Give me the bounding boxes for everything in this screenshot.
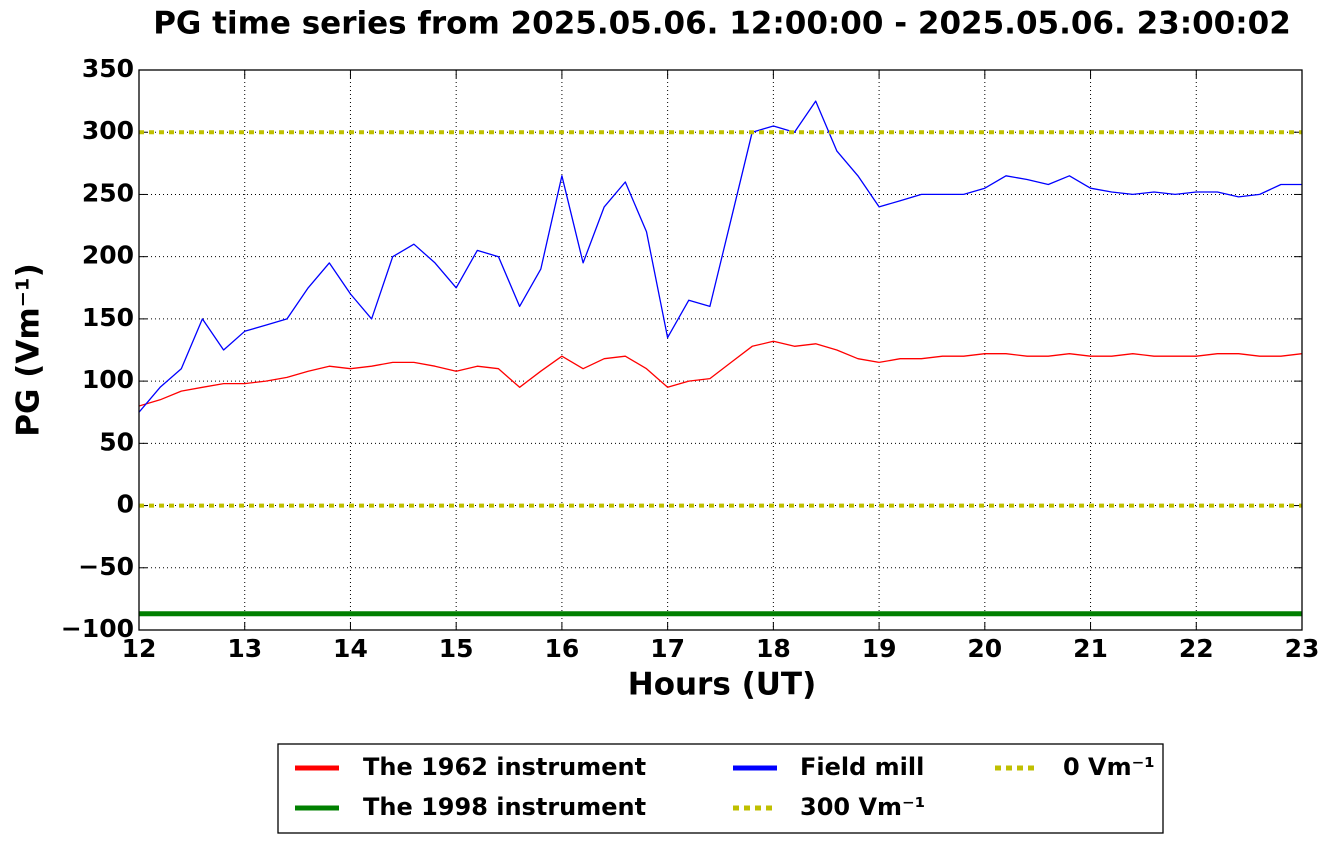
y-tick-label: 350 bbox=[82, 54, 134, 83]
y-tick-label: 300 bbox=[82, 116, 134, 145]
x-tick-label: 13 bbox=[227, 634, 262, 663]
y-axis-label: PG (Vm⁻¹) bbox=[11, 263, 47, 437]
y-tick-label: 0 bbox=[117, 490, 134, 519]
series-line bbox=[139, 100, 1302, 413]
x-tick-label: 23 bbox=[1285, 634, 1320, 663]
legend-box bbox=[277, 743, 1164, 834]
x-tick-label: 16 bbox=[545, 634, 580, 663]
x-tick-label: 20 bbox=[967, 634, 1002, 663]
x-axis-label: Hours (UT) bbox=[628, 667, 817, 703]
series-line bbox=[139, 340, 1302, 407]
y-tick-label: 50 bbox=[99, 427, 134, 456]
legend-label: The 1962 instrument bbox=[363, 753, 646, 781]
x-tick-label: 18 bbox=[756, 634, 791, 663]
x-tick-label: 19 bbox=[862, 634, 897, 663]
legend-label: Field mill bbox=[800, 753, 924, 781]
y-tick-label: 100 bbox=[82, 365, 134, 394]
legend-label: 0 Vm⁻¹ bbox=[1063, 753, 1155, 781]
x-tick-label: 12 bbox=[122, 634, 157, 663]
y-tick-label: −50 bbox=[78, 552, 134, 581]
y-tick-label: 250 bbox=[82, 178, 134, 207]
y-tick-label: 200 bbox=[82, 241, 134, 270]
x-tick-label: 17 bbox=[650, 634, 685, 663]
plot-frame bbox=[138, 69, 1303, 631]
x-tick-label: 15 bbox=[439, 634, 474, 663]
chart-title: PG time series from 2025.05.06. 12:00:00… bbox=[153, 6, 1291, 42]
legend-label: 300 Vm⁻¹ bbox=[800, 793, 925, 821]
x-tick-label: 22 bbox=[1179, 634, 1214, 663]
y-tick-label: −100 bbox=[61, 614, 134, 643]
y-tick-label: 150 bbox=[82, 303, 134, 332]
x-tick-label: 21 bbox=[1073, 634, 1108, 663]
x-tick-label: 14 bbox=[333, 634, 368, 663]
legend-label: The 1998 instrument bbox=[363, 793, 646, 821]
